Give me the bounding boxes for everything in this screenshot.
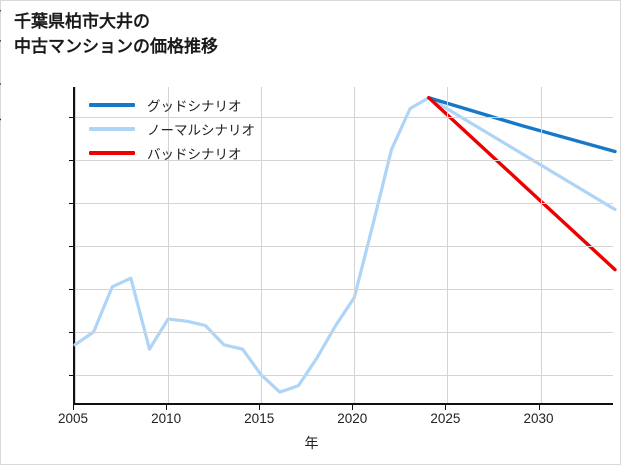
chart-legend: グッドシナリオ ノーマルシナリオ バッドシナリオ [89,93,255,165]
series-line-good [427,96,617,154]
y-tick-mark [69,288,73,290]
x-tick-label: 2020 [337,411,368,426]
gridline-horizontal [75,160,613,161]
x-tick-mark [538,405,540,410]
legend-item-good[interactable]: グッドシナリオ [89,93,255,117]
gridline-horizontal [75,289,613,290]
series-layer [73,96,617,394]
legend-swatch-bad [89,151,135,155]
gridline-horizontal [75,375,613,376]
y-tick-mark [69,331,73,333]
y-axis-label: 坪 (3.3㎡) 単価 (万円) [0,7,3,141]
y-tick-mark [69,203,73,205]
x-tick-mark [445,405,447,410]
gridline-vertical [261,87,262,403]
legend-swatch-good [89,103,135,107]
gridline-vertical [75,87,76,403]
x-tick-label: 2010 [151,411,182,426]
legend-swatch-normal [89,127,135,131]
legend-label-normal: ノーマルシナリオ [147,123,255,138]
gridline-horizontal [75,117,613,118]
gridline-vertical [168,87,169,403]
x-tick-mark [166,405,168,410]
y-tick-mark [69,117,73,119]
legend-label-good: グッドシナリオ [147,99,242,114]
x-tick-label: 2015 [244,411,275,426]
gridline-vertical [447,87,448,403]
legend-item-normal[interactable]: ノーマルシナリオ [89,117,255,141]
gridline-vertical [541,87,542,403]
x-tick-mark [259,405,261,410]
y-tick-mark [69,246,73,247]
gridline-horizontal [75,246,613,247]
gridline-vertical [354,87,355,403]
gridline-horizontal [75,203,613,204]
x-tick-mark [73,405,74,410]
chart-title: 千葉県柏市大井の 中古マンションの価格推移 [14,12,218,56]
x-tick-label: 2030 [523,411,554,426]
series-line-bad [427,96,617,272]
x-tick-label: 2025 [430,411,461,426]
y-tick-mark [69,160,73,162]
series-line-normal [73,96,617,394]
legend-label-bad: バッドシナリオ [147,147,242,162]
y-tick-mark [69,374,73,376]
x-tick-mark [352,405,354,410]
gridline-horizontal [75,332,613,333]
legend-item-bad[interactable]: バッドシナリオ [89,141,255,165]
x-tick-label: 2005 [57,411,89,426]
plot-area [73,87,617,405]
x-axis-label: 年 [304,435,319,451]
